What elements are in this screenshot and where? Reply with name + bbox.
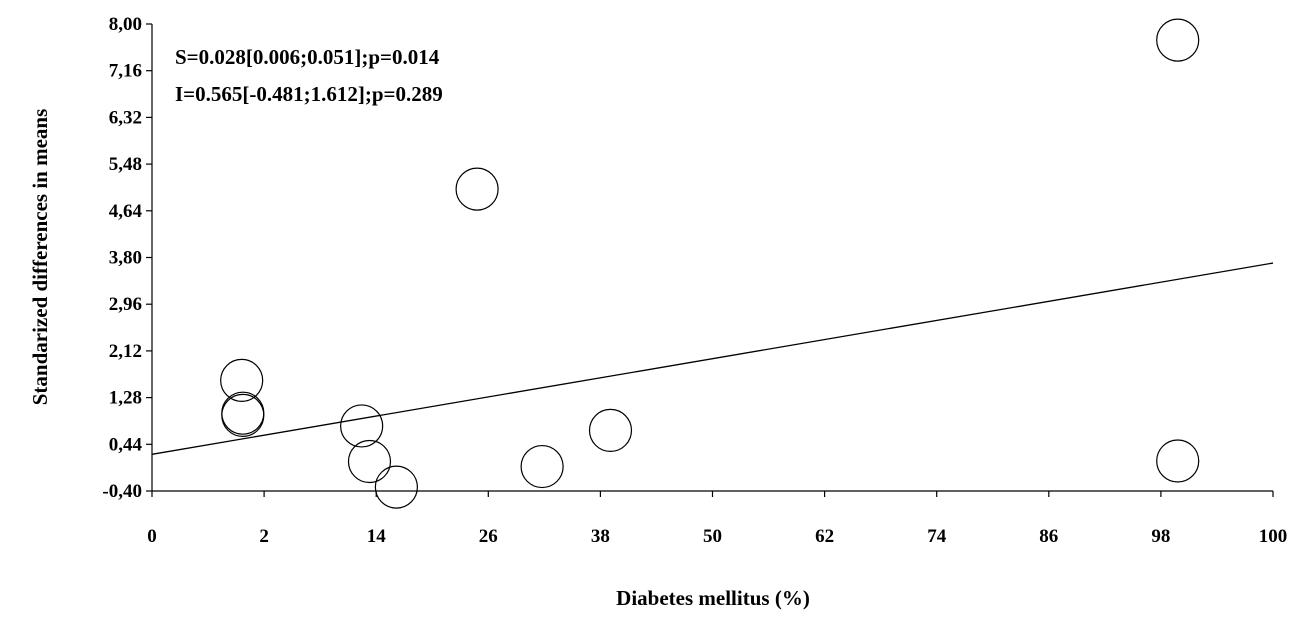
y-tick-label: 7,16 [109, 61, 142, 82]
x-tick-label: 50 [703, 526, 722, 547]
x-tick-label: 74 [927, 526, 947, 547]
data-point [340, 404, 384, 448]
x-tick-label: 0 [147, 526, 157, 547]
y-tick-label: 2,12 [109, 341, 142, 362]
data-point [588, 408, 633, 453]
x-tick-label: 100 [1259, 526, 1288, 547]
data-point [520, 444, 564, 489]
x-tick-label: 62 [815, 526, 834, 547]
y-tick-label: 2,96 [109, 294, 142, 315]
x-tick-label: 98 [1151, 526, 1170, 547]
data-point [221, 391, 265, 435]
y-tick-label: 5,48 [109, 154, 142, 175]
y-tick-label: 4,64 [109, 201, 143, 222]
data-points-layer [220, 18, 1200, 509]
annotation-intercept: I=0.565[-0.481;1.612];p=0.289 [175, 82, 443, 106]
x-axis: 0 2 14 26 38 50 62 74 86 98 100 [147, 490, 1288, 547]
y-tick-label: 6,32 [109, 107, 142, 128]
data-point [347, 439, 392, 484]
y-tick-label: 0,44 [109, 434, 143, 455]
y-axis: 8,00 7,16 6,32 5,48 4,64 3,80 2,96 2,12 1,28 0,44… [102, 14, 153, 502]
x-tick-label: 86 [1039, 526, 1058, 547]
y-tick-label: 1,28 [109, 388, 142, 409]
x-axis-title: Diabetes mellitus (%) [616, 586, 810, 610]
annotation-slope: S=0.028[0.006;0.051];p=0.014 [175, 45, 440, 69]
data-point [1156, 439, 1200, 483]
x-tick-label: 38 [591, 526, 610, 547]
regression-line-layer [151, 262, 1274, 455]
data-point [1156, 18, 1200, 62]
x-tick-label: 14 [367, 526, 387, 547]
regression-line [151, 262, 1274, 455]
y-tick-label: 8,00 [109, 14, 142, 35]
data-point [220, 358, 264, 402]
data-point [374, 465, 418, 509]
y-tick-label: -0,40 [102, 481, 142, 502]
x-tick-label: 2 [259, 526, 269, 547]
data-point [455, 167, 499, 211]
y-tick-label: 3,80 [109, 248, 142, 269]
data-point [221, 393, 265, 437]
y-axis-title: Standarized differences in means [28, 109, 52, 406]
x-tick-label: 26 [479, 526, 498, 547]
